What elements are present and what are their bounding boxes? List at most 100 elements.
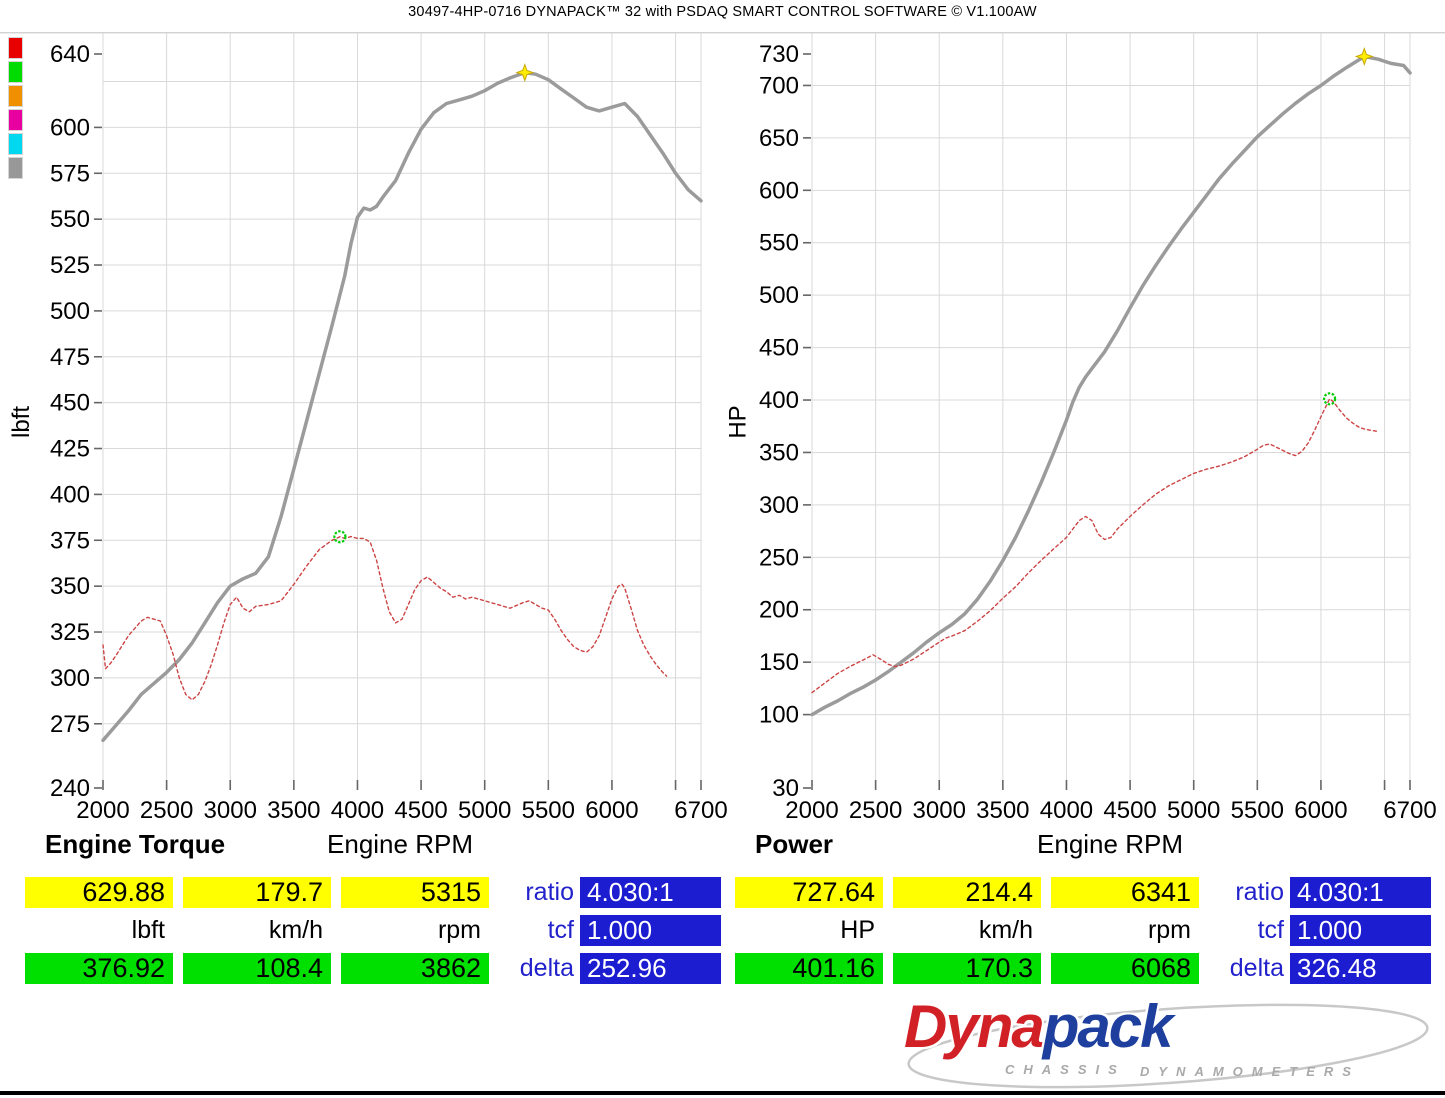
torque-peak-speed: 179.7 bbox=[183, 877, 331, 908]
svg-text:475: 475 bbox=[50, 344, 90, 371]
svg-text:6700: 6700 bbox=[674, 797, 727, 824]
ratio-label: ratio bbox=[1235, 878, 1284, 906]
rpm-unit: rpm bbox=[437, 916, 481, 944]
torque-x-axis-label: Engine RPM bbox=[327, 829, 473, 859]
svg-text:600: 600 bbox=[759, 177, 799, 204]
legend-swatch-red[interactable] bbox=[8, 37, 23, 59]
svg-text:350: 350 bbox=[759, 439, 799, 466]
svg-text:375: 375 bbox=[50, 527, 90, 554]
legend-swatch-orange[interactable] bbox=[8, 85, 23, 107]
power-peak-value: 727.64 bbox=[735, 877, 883, 908]
svg-text:5500: 5500 bbox=[522, 797, 575, 824]
svg-text:550: 550 bbox=[759, 230, 799, 257]
logo-wordmark: Dynapack bbox=[904, 992, 1174, 1061]
legend-swatch-cyan[interactable] bbox=[8, 133, 23, 155]
speed-unit: km/h bbox=[268, 916, 323, 944]
delta-value: 326.48 bbox=[1290, 953, 1431, 984]
torque-unit: lbft bbox=[131, 916, 165, 944]
svg-text:2500: 2500 bbox=[849, 797, 902, 824]
svg-text:400: 400 bbox=[759, 387, 799, 414]
svg-text:550: 550 bbox=[50, 206, 90, 233]
torque-second-value: 376.92 bbox=[25, 953, 173, 984]
logo-subtext-chassis: CHASSIS bbox=[1005, 1062, 1126, 1077]
svg-text:640: 640 bbox=[50, 41, 90, 68]
svg-text:250: 250 bbox=[759, 544, 799, 571]
channel-legend bbox=[8, 37, 23, 181]
legend-swatch-gray[interactable] bbox=[8, 157, 23, 179]
delta-value: 252.96 bbox=[580, 953, 721, 984]
power-x-axis-label: Engine RPM bbox=[1037, 829, 1183, 859]
torque-peak-value: 629.88 bbox=[25, 877, 173, 908]
legend-swatch-green[interactable] bbox=[8, 61, 23, 83]
svg-text:30: 30 bbox=[772, 775, 799, 802]
bottom-rule bbox=[0, 1091, 1445, 1095]
svg-text:5000: 5000 bbox=[458, 797, 511, 824]
svg-text:425: 425 bbox=[50, 436, 90, 463]
power-second-speed: 170.3 bbox=[893, 953, 1041, 984]
svg-text:2500: 2500 bbox=[140, 797, 193, 824]
power-y-axis-label: HP bbox=[724, 405, 752, 439]
svg-text:650: 650 bbox=[759, 125, 799, 152]
svg-text:4500: 4500 bbox=[394, 797, 447, 824]
logo-subtext-dynamometers: DYNAMOMETERS bbox=[1140, 1064, 1360, 1079]
power-peak-rpm: 6341 bbox=[1051, 877, 1199, 908]
power-chart-title: Power bbox=[755, 829, 834, 859]
svg-text:400: 400 bbox=[50, 481, 90, 508]
svg-text:300: 300 bbox=[50, 665, 90, 692]
tcf-value: 1.000 bbox=[580, 915, 721, 946]
svg-text:700: 700 bbox=[759, 72, 799, 99]
svg-text:6000: 6000 bbox=[1294, 797, 1347, 824]
svg-text:500: 500 bbox=[759, 282, 799, 309]
svg-text:5500: 5500 bbox=[1231, 797, 1284, 824]
power-readout-panel: 727.64 214.4 6341 HP km/h rpm 401.16 170… bbox=[710, 872, 1433, 994]
torque-second-rpm: 3862 bbox=[341, 953, 489, 984]
svg-text:525: 525 bbox=[50, 252, 90, 279]
tcf-label: tcf bbox=[547, 916, 574, 944]
torque-second-speed: 108.4 bbox=[183, 953, 331, 984]
tcf-value: 1.000 bbox=[1290, 915, 1431, 946]
svg-text:4000: 4000 bbox=[1040, 797, 1093, 824]
svg-text:4000: 4000 bbox=[331, 797, 384, 824]
svg-text:2000: 2000 bbox=[76, 797, 129, 824]
svg-text:200: 200 bbox=[759, 597, 799, 624]
power-second-value: 401.16 bbox=[735, 953, 883, 984]
logo-word-pack: pack bbox=[1042, 993, 1174, 1060]
svg-text:2000: 2000 bbox=[785, 797, 838, 824]
torque-peak-rpm: 5315 bbox=[341, 877, 489, 908]
svg-text:450: 450 bbox=[50, 390, 90, 417]
svg-text:730: 730 bbox=[759, 41, 799, 68]
delta-label: delta bbox=[519, 954, 574, 982]
svg-text:100: 100 bbox=[759, 702, 799, 729]
svg-text:575: 575 bbox=[50, 160, 90, 187]
svg-text:600: 600 bbox=[50, 114, 90, 141]
svg-text:4500: 4500 bbox=[1103, 797, 1156, 824]
torque-y-axis-label: lbft bbox=[8, 405, 36, 439]
rpm-unit: rpm bbox=[1147, 916, 1191, 944]
svg-text:6000: 6000 bbox=[585, 797, 638, 824]
power-unit: HP bbox=[840, 916, 875, 944]
torque-chart-title: Engine Torque bbox=[45, 829, 226, 859]
svg-text:150: 150 bbox=[759, 649, 799, 676]
svg-text:350: 350 bbox=[50, 573, 90, 600]
svg-text:450: 450 bbox=[759, 335, 799, 362]
ratio-label: ratio bbox=[525, 878, 574, 906]
svg-text:240: 240 bbox=[50, 775, 90, 802]
window-title: 30497-4HP-0716 DYNAPACK™ 32 with PSDAQ S… bbox=[408, 4, 1037, 20]
delta-label: delta bbox=[1229, 954, 1284, 982]
ratio-value: 4.030:1 bbox=[580, 877, 721, 908]
svg-text:325: 325 bbox=[50, 619, 90, 646]
logo-swoosh bbox=[907, 1003, 1429, 1089]
svg-text:5000: 5000 bbox=[1167, 797, 1220, 824]
svg-text:3000: 3000 bbox=[913, 797, 966, 824]
logo-word-dyna: Dyna bbox=[904, 993, 1045, 1060]
svg-text:300: 300 bbox=[759, 492, 799, 519]
svg-text:6700: 6700 bbox=[1383, 797, 1436, 824]
svg-text:275: 275 bbox=[50, 711, 90, 738]
power-peak-speed: 214.4 bbox=[893, 877, 1041, 908]
dyno-charts: 640 600 575 550 525 500 475 450 425 400 375 350 325 3… bbox=[0, 32, 1445, 824]
svg-text:3000: 3000 bbox=[204, 797, 257, 824]
torque-readout-panel: 629.88 179.7 5315 lbft km/h rpm 376.92 1… bbox=[0, 872, 723, 994]
legend-swatch-magenta[interactable] bbox=[8, 109, 23, 131]
dynapack-logo: Dynapack CHASSIS DYNAMOMETERS bbox=[890, 993, 1445, 1090]
svg-text:500: 500 bbox=[50, 298, 90, 325]
